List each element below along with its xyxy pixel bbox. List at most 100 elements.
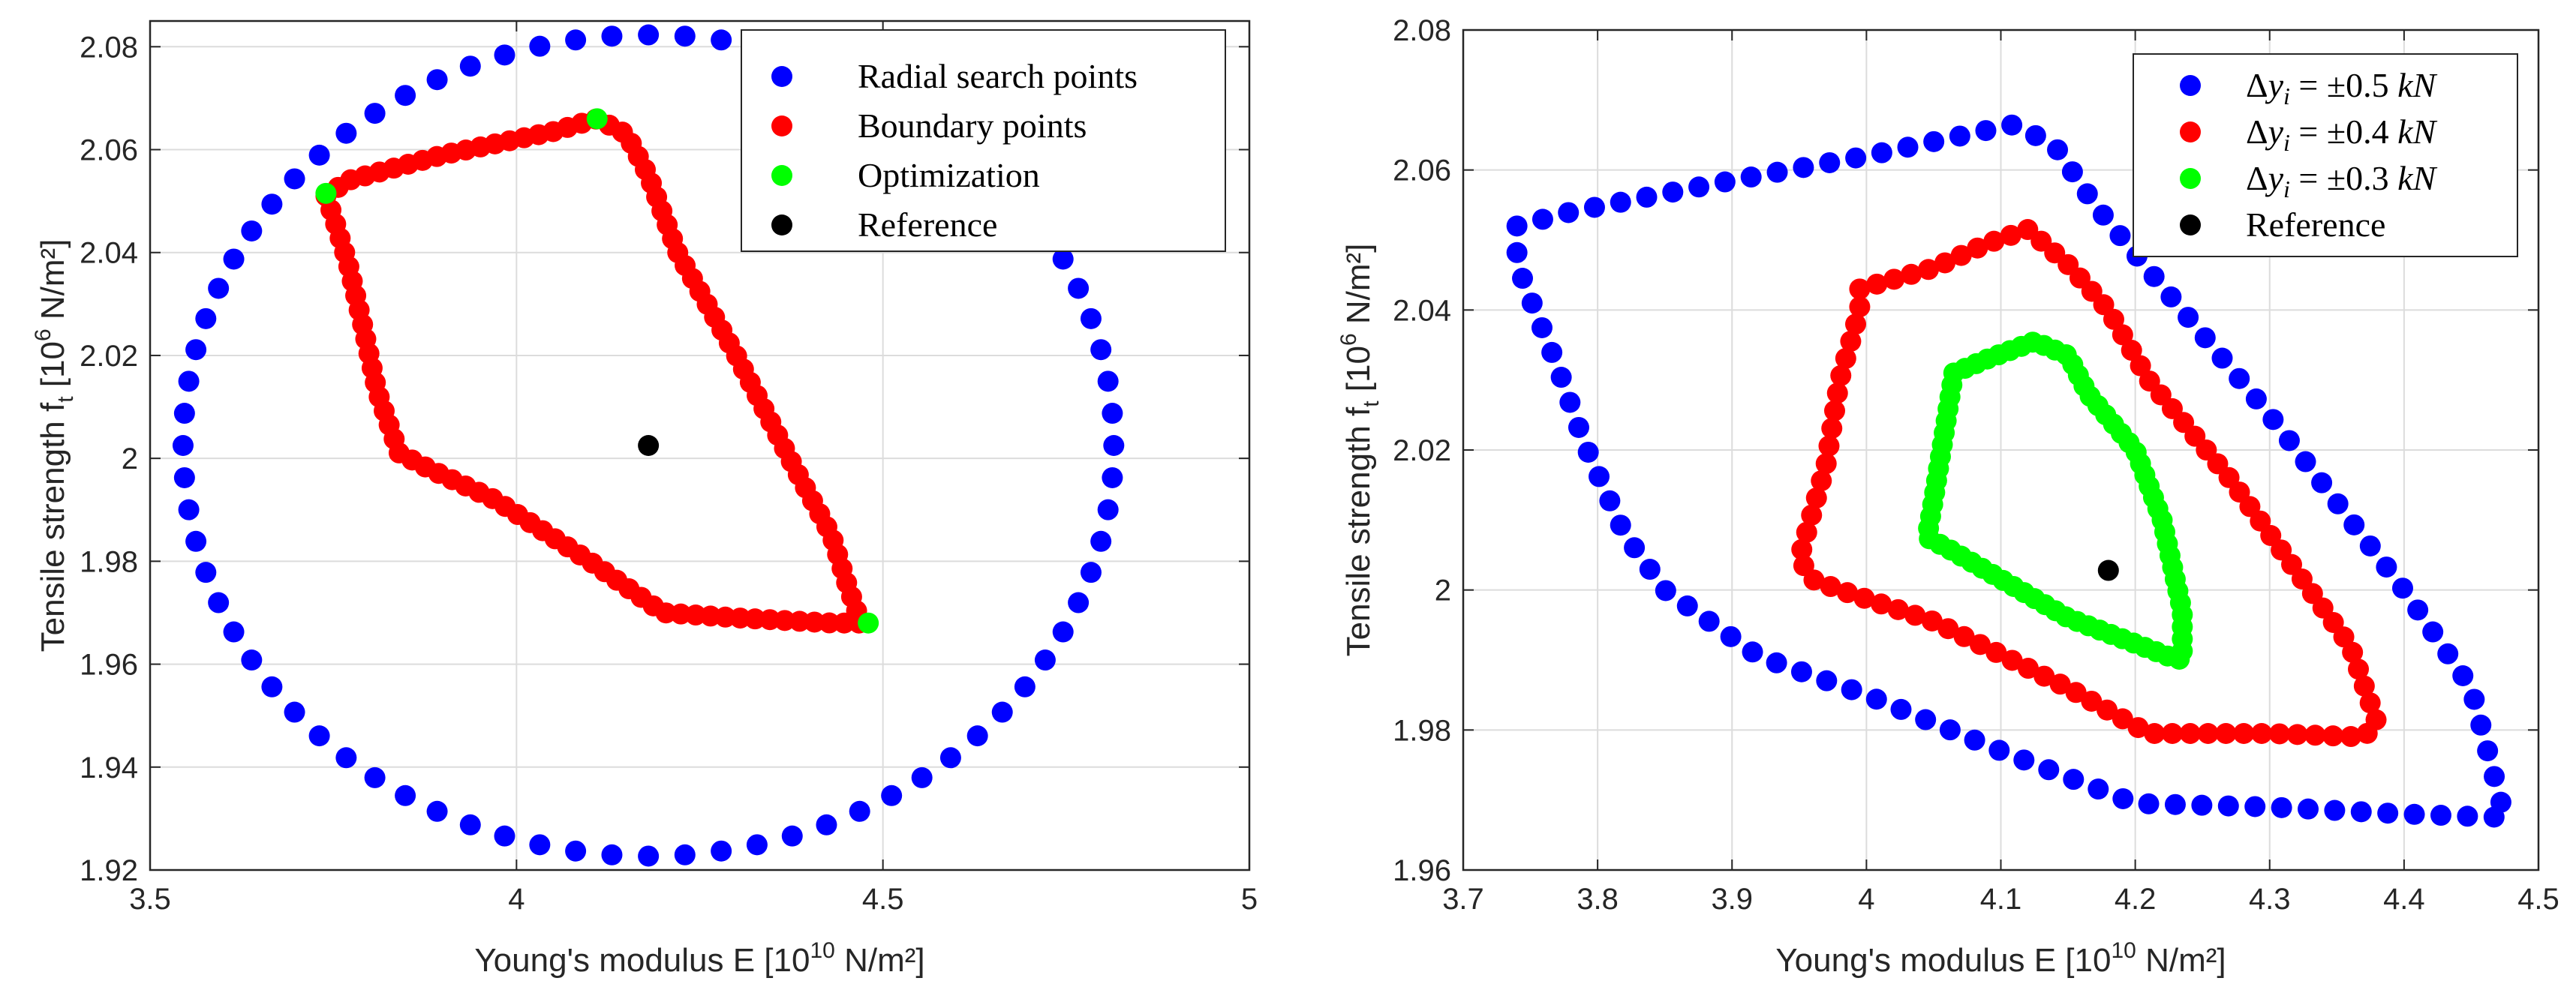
data-point: [335, 747, 357, 769]
data-point: [834, 612, 855, 634]
data-point: [2262, 409, 2284, 430]
data-point: [2191, 794, 2213, 816]
data-point: [1901, 263, 1922, 285]
data-point: [1849, 296, 1871, 318]
x-tick-label: 3.7: [1442, 883, 1484, 916]
data-point: [2024, 124, 2046, 146]
data-point: [494, 44, 516, 66]
data-point: [1550, 367, 1572, 388]
data-point: [173, 466, 195, 488]
data-point: [1985, 641, 2007, 663]
data-point: [2304, 724, 2326, 746]
data-point: [2452, 665, 2474, 687]
data-point: [2359, 535, 2381, 556]
data-point: [2477, 740, 2499, 762]
data-point: [2250, 510, 2271, 532]
data-point: [2229, 482, 2250, 503]
y-tick-label: 2.02: [80, 340, 138, 373]
data-point: [1102, 403, 1123, 424]
data-point: [991, 701, 1013, 723]
data-point: [2065, 682, 2087, 704]
data-point: [1506, 215, 1528, 237]
data-point: [1796, 521, 1817, 543]
data-point: [395, 784, 416, 806]
data-point: [208, 278, 230, 299]
data-point: [2278, 430, 2300, 452]
data-point: [1811, 470, 1832, 492]
data-point: [759, 609, 781, 631]
data-point: [638, 435, 660, 456]
data-point: [2463, 688, 2485, 710]
y-tick-label: 1.98: [80, 545, 138, 578]
data-point: [2312, 597, 2334, 619]
data-point: [2377, 802, 2399, 824]
data-markers: [1506, 114, 2511, 828]
data-point: [744, 608, 766, 630]
data-point: [1655, 580, 1676, 602]
data-point: [1897, 136, 1919, 158]
legend-marker: [2180, 122, 2201, 142]
data-point: [2333, 626, 2355, 648]
data-point: [1866, 273, 1888, 295]
y-tick-label: 2.02: [1393, 434, 1451, 467]
data-point: [1790, 661, 1812, 682]
data-point: [2103, 308, 2124, 330]
data-point: [1830, 364, 1852, 386]
data-point: [2218, 466, 2240, 488]
data-point: [1887, 598, 1909, 620]
legend-box: [741, 29, 1226, 252]
x-axis-label: Young's modulus E [1010 N/m²]: [1775, 938, 2226, 979]
data-point: [185, 339, 207, 361]
data-point: [2324, 800, 2346, 821]
data-point: [789, 610, 810, 632]
data-point: [1821, 418, 1843, 440]
data-point: [2343, 514, 2365, 536]
legend-marker: [2180, 168, 2201, 189]
data-point: [1975, 120, 1997, 142]
series-4: [2097, 560, 2119, 581]
data-point: [241, 650, 263, 671]
data-point: [459, 56, 481, 77]
data-point: [261, 194, 283, 215]
data-point: [849, 800, 870, 822]
data-point: [1801, 504, 1823, 526]
data-point: [2144, 723, 2166, 744]
data-point: [2268, 723, 2290, 745]
data-point: [2348, 658, 2370, 680]
data-point: [426, 69, 448, 91]
y-tick-label: 2.04: [80, 237, 138, 270]
data-point: [364, 766, 386, 788]
chart-1: 3.5 4 4.5 5 1.92 1.94 1.96 1.98 2 2.02 2.04 2.06 2.0…: [31, 20, 1258, 979]
data-point: [2245, 388, 2267, 410]
axes-box: [149, 20, 1251, 872]
x-tick-label: 4.2: [2115, 883, 2157, 916]
data-point: [2121, 340, 2142, 362]
data-point: [1865, 688, 1887, 710]
data-point: [746, 834, 768, 856]
data-point: [1052, 248, 1074, 270]
data-point: [1840, 331, 1862, 352]
data-point: [1953, 626, 1975, 647]
data-point: [881, 784, 903, 806]
data-point: [1102, 466, 1123, 488]
data-point: [1844, 314, 1866, 335]
data-point: [2076, 183, 2098, 205]
data-point: [2239, 496, 2261, 518]
data-point: [711, 29, 732, 51]
data-point: [1934, 252, 1956, 274]
data-point: [1698, 610, 1720, 632]
series-3: [315, 108, 879, 634]
data-point: [2457, 806, 2478, 827]
legend-label: Optimization: [858, 156, 1040, 194]
data-point: [2295, 451, 2316, 472]
y-tick-label: 2.08: [1393, 14, 1451, 47]
data-point: [1068, 278, 1090, 299]
y-tick-label: 1.94: [80, 752, 138, 784]
data-point: [2271, 796, 2292, 818]
data-point: [2112, 788, 2134, 809]
x-tick-label: 4.5: [2517, 883, 2559, 916]
data-point: [1853, 587, 1875, 609]
data-point: [2376, 556, 2397, 578]
data-point: [638, 24, 660, 46]
